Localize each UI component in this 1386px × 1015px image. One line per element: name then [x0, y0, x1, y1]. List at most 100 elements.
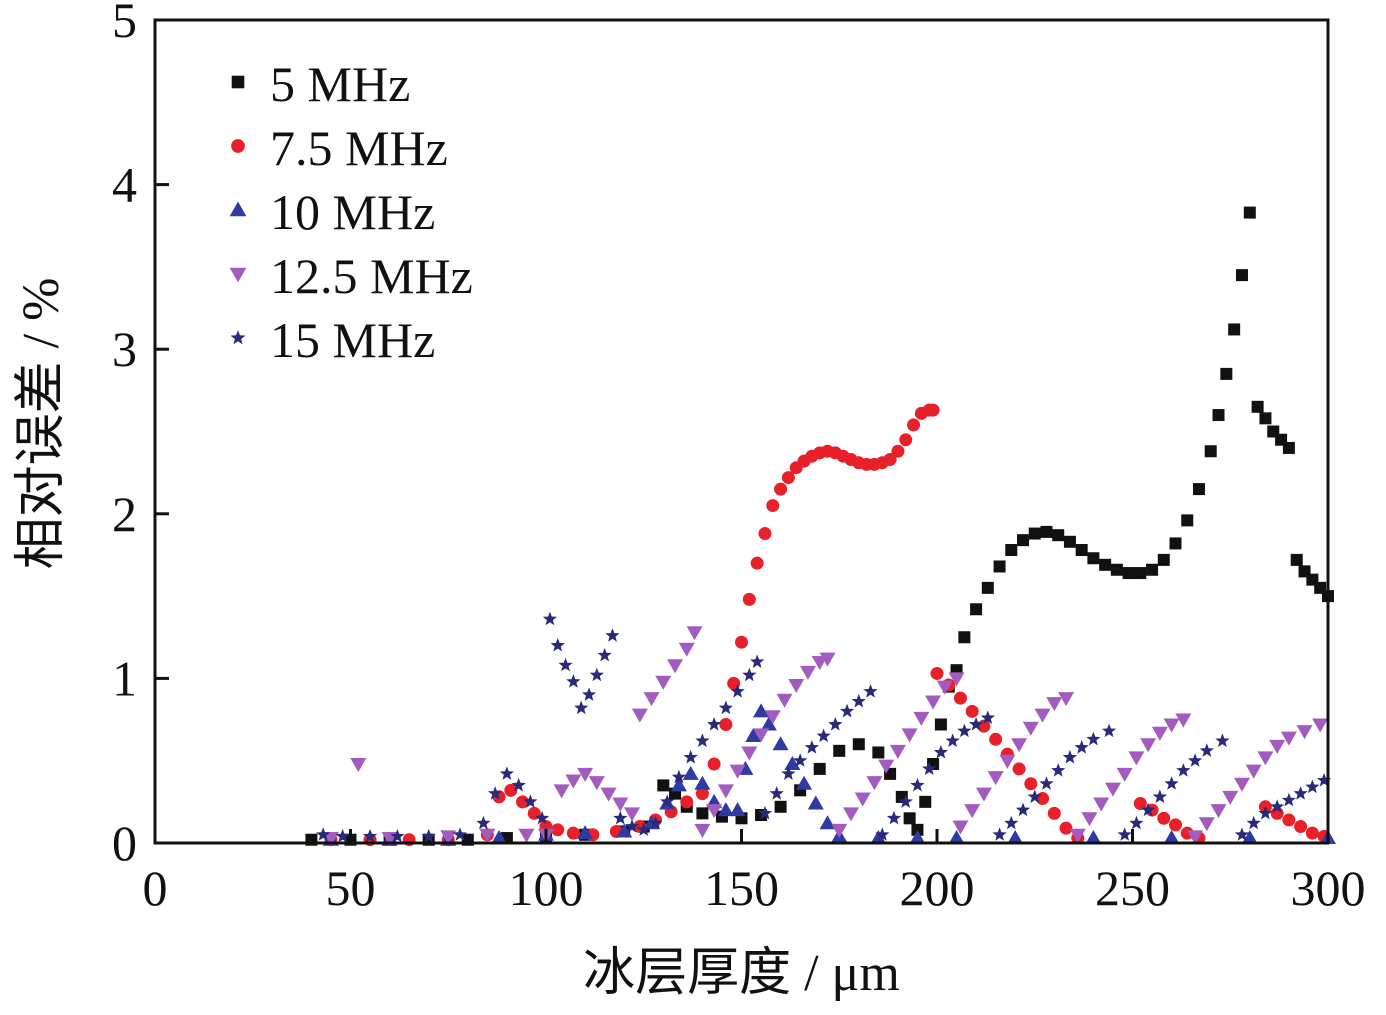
data-point [819, 815, 836, 830]
data-point [1222, 790, 1239, 805]
data-point [992, 827, 1007, 841]
data-point [753, 703, 770, 718]
data-point [1141, 802, 1156, 817]
data-point [1039, 776, 1054, 790]
legend-marker [231, 75, 245, 89]
data-point [440, 830, 457, 845]
y-tick-label: 2 [112, 486, 137, 542]
data-point [833, 744, 846, 757]
data-point [1152, 789, 1167, 803]
data-point [970, 603, 983, 616]
data-point [1047, 806, 1061, 820]
data-point [977, 719, 991, 733]
data-point [488, 786, 503, 800]
legend: 5 MHz 7.5 MHz 10 MHz 12.5 MHz 15 MHz [229, 56, 473, 368]
data-point [719, 717, 733, 731]
data-point [776, 693, 793, 708]
data-point [694, 775, 711, 790]
y-tick-label: 1 [112, 650, 137, 706]
data-point [1051, 763, 1066, 777]
data-point [781, 766, 796, 780]
data-point [671, 769, 687, 784]
data-point [1140, 738, 1157, 753]
data-point [742, 592, 756, 606]
data-point [1204, 445, 1217, 458]
ticks-layer: 0 50 100 150 200 250 300 0 1 2 3 4 5 [112, 0, 1366, 916]
data-point [1176, 763, 1191, 777]
data-point [784, 755, 801, 770]
data-point [588, 776, 605, 791]
data-point [878, 759, 895, 774]
data-point [936, 680, 953, 695]
data-point [600, 787, 617, 802]
data-point [870, 830, 887, 845]
legend-item: 12.5 MHz [229, 248, 473, 304]
y-tick-label: 0 [112, 815, 137, 871]
data-point [975, 787, 992, 802]
x-axis-title: 冰层厚度 / μm [583, 945, 900, 1002]
data-point [745, 728, 762, 743]
data-point [1133, 796, 1147, 810]
data-point [624, 807, 641, 822]
data-point [1110, 563, 1123, 576]
data-point [670, 777, 687, 792]
legend-label: 7.5 MHz [270, 120, 448, 176]
data-point [1034, 708, 1051, 723]
legend-item: 10 MHz [229, 184, 435, 240]
data-point [948, 672, 965, 687]
legend-label: 5 MHz [270, 56, 410, 112]
data-point [1258, 805, 1273, 820]
data-point [624, 819, 640, 833]
data-point [657, 779, 670, 792]
data-point [875, 827, 890, 841]
data-point [335, 828, 350, 843]
data-point [479, 828, 496, 843]
data-point [1116, 767, 1133, 782]
data-point [793, 753, 808, 767]
data-point [1175, 713, 1192, 728]
plot-content [305, 206, 1336, 847]
data-point [695, 733, 710, 747]
data-point [907, 418, 921, 432]
data-point [1257, 751, 1274, 766]
data-point [1251, 400, 1264, 413]
data-point [648, 815, 663, 830]
data-point [553, 784, 570, 799]
data-point [964, 804, 981, 819]
y-tick-label: 3 [112, 321, 137, 377]
legend-label: 10 MHz [270, 184, 435, 240]
data-point [1241, 830, 1258, 845]
data-point [1086, 731, 1101, 746]
x-tick-label: 0 [143, 860, 168, 916]
data-point [551, 823, 565, 837]
data-point [816, 728, 831, 743]
data-point [1005, 544, 1018, 557]
data-point [903, 812, 916, 825]
data-point [1085, 830, 1102, 845]
data-point [804, 740, 819, 754]
data-point [680, 795, 694, 809]
data-point [886, 810, 902, 825]
data-point [1293, 786, 1308, 800]
data-point [1027, 789, 1042, 803]
data-point [1234, 827, 1250, 841]
data-point [1163, 718, 1180, 733]
data-point [1317, 773, 1332, 787]
data-point [839, 703, 855, 718]
data-point [760, 716, 777, 731]
data-point [1157, 811, 1171, 825]
legend-label: 12.5 MHz [270, 248, 473, 304]
data-point [1296, 725, 1313, 740]
data-point [969, 717, 984, 731]
data-point [589, 667, 604, 682]
data-point [1069, 828, 1086, 843]
data-point [910, 777, 925, 792]
data-point [695, 787, 709, 801]
data-point [1220, 367, 1233, 380]
series-1 [324, 403, 1331, 847]
data-point [694, 823, 711, 838]
data-point [774, 482, 788, 496]
data-point [577, 825, 594, 840]
data-point [1028, 527, 1041, 540]
